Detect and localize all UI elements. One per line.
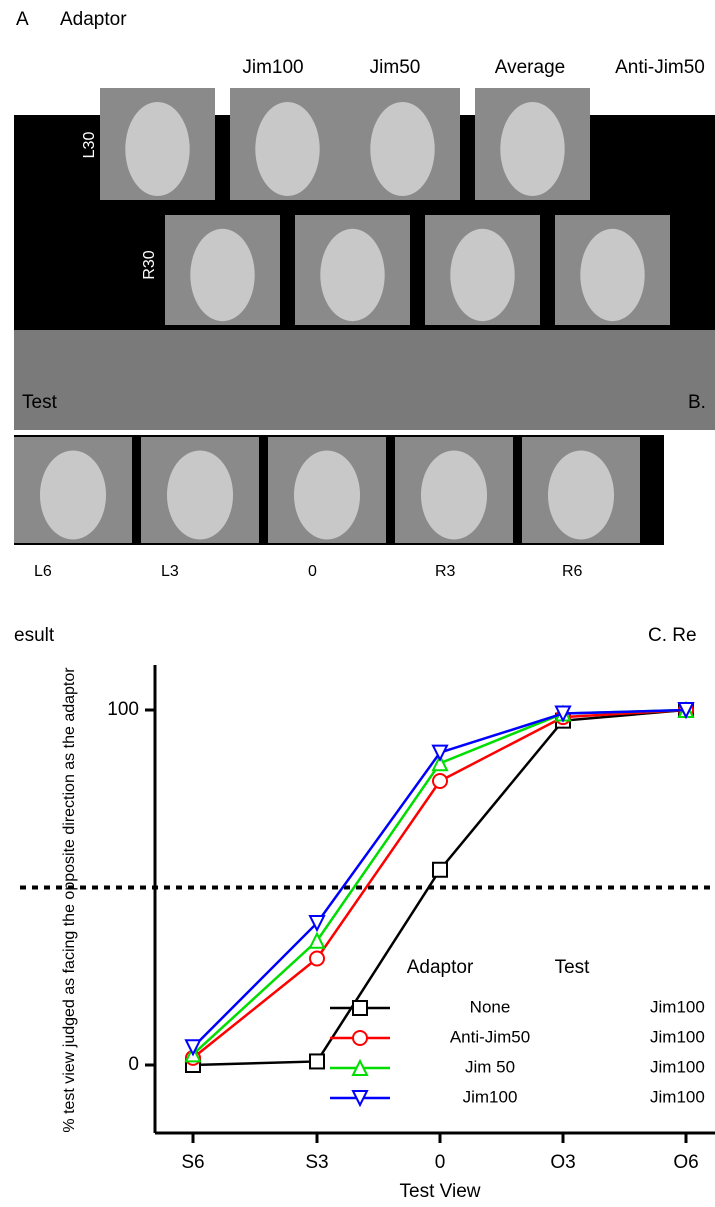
- view-label: L3: [161, 563, 179, 580]
- x-axis-label: Test View: [400, 1181, 481, 1202]
- view-label: R3: [435, 563, 456, 580]
- data-point: [433, 774, 447, 788]
- data-point: [433, 863, 447, 877]
- gray-band: [14, 330, 715, 430]
- column-label: Average: [495, 57, 565, 78]
- data-point: [310, 1054, 324, 1068]
- face-head: [548, 450, 614, 539]
- legend-header: Adaptor: [407, 957, 474, 978]
- x-tick-label: 0: [435, 1152, 446, 1173]
- panel-title: Test: [22, 392, 58, 413]
- x-tick-label: S6: [181, 1152, 204, 1173]
- x-tick-label: O6: [673, 1152, 698, 1173]
- face-head: [190, 229, 254, 321]
- legend-test: Jim100: [650, 1087, 705, 1106]
- legend-label: None: [470, 997, 511, 1016]
- view-label: 0: [308, 563, 317, 580]
- face-head: [421, 450, 487, 539]
- face-head: [294, 450, 360, 539]
- legend-test: Jim100: [650, 1027, 705, 1046]
- panel-letter: B.: [688, 392, 706, 413]
- face-head: [500, 102, 564, 196]
- face-head: [167, 450, 233, 539]
- row-label: R30: [141, 250, 158, 279]
- legend-marker: [353, 1001, 367, 1015]
- panel-title: Adaptor: [60, 9, 127, 30]
- legend-label: Jim100: [463, 1087, 518, 1106]
- y-tick-label: 0: [128, 1054, 139, 1075]
- face-head: [450, 229, 514, 321]
- x-tick-label: S3: [305, 1152, 328, 1173]
- legend-label: Anti-Jim50: [450, 1027, 530, 1046]
- legend-test: Jim100: [650, 1057, 705, 1076]
- face-head: [580, 229, 644, 321]
- face-head: [255, 102, 319, 196]
- face-head: [370, 102, 434, 196]
- x-tick-label: O3: [550, 1152, 575, 1173]
- face-head: [40, 450, 106, 539]
- legend-marker: [353, 1031, 367, 1045]
- view-label: L6: [34, 563, 52, 580]
- data-point: [310, 952, 324, 966]
- panel-title: esult: [14, 625, 55, 646]
- row-label: L30: [81, 132, 98, 159]
- legend-test: Jim100: [650, 997, 705, 1016]
- y-tick-label: 100: [107, 699, 139, 720]
- figure: A Adaptor Test B. esult C. Re Jim100 Jim5…: [0, 0, 715, 1207]
- column-label: Jim50: [370, 57, 421, 78]
- face-head: [125, 102, 189, 196]
- legend-label: Jim 50: [465, 1057, 515, 1076]
- view-label: R6: [562, 563, 583, 580]
- legend-header: Test: [555, 957, 591, 978]
- panel-letter: C. Re: [648, 625, 697, 646]
- face-head: [320, 229, 384, 321]
- page: A Adaptor Test B. esult C. Re Jim100 Jim5…: [0, 0, 715, 1207]
- column-label: Jim100: [242, 57, 303, 78]
- column-label: Anti-Jim50: [615, 57, 705, 78]
- y-axis-label: % test view judged as facing the opposit…: [61, 667, 78, 1133]
- panel-letter: A: [16, 9, 29, 30]
